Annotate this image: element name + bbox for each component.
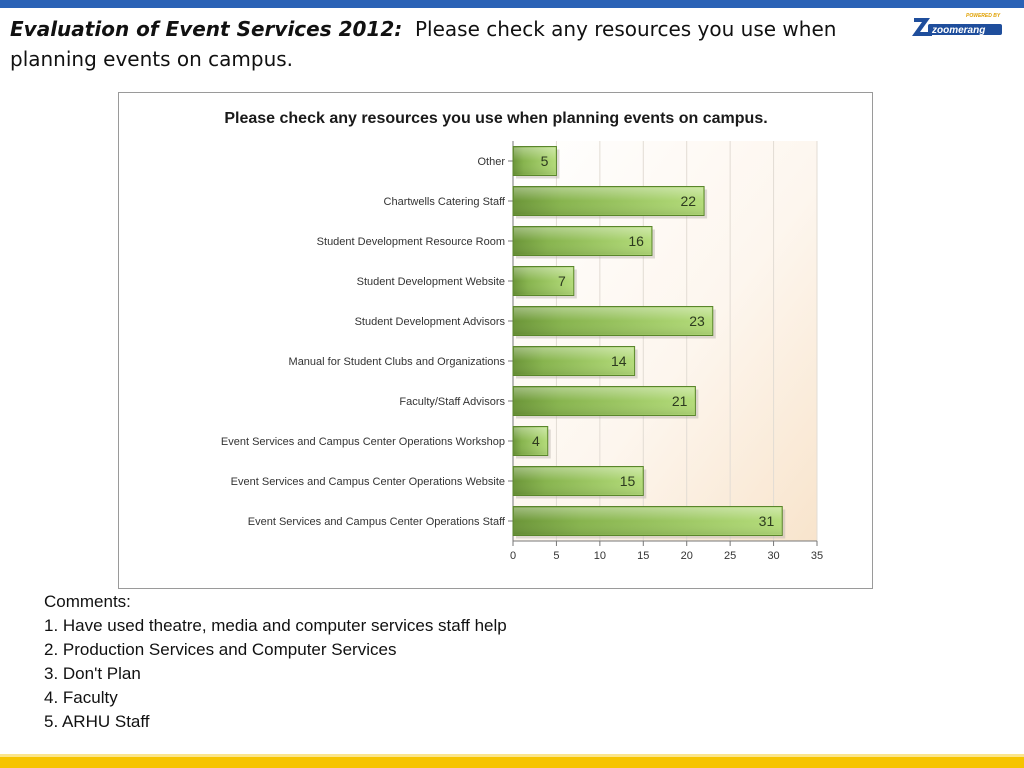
bar-highlight [514,267,573,295]
bar-highlight [514,427,547,455]
chart-panel: Please check any resources you use when … [118,92,873,589]
x-tick-label: 30 [767,550,779,562]
category-label: Student Development Advisors [355,316,506,328]
logo-text: zoomerang [931,25,985,36]
category-label: Manual for Student Clubs and Organizatio… [289,356,506,368]
bar-highlight [514,187,704,215]
slide-title: Evaluation of Event Services 2012: Pleas… [10,14,870,74]
x-tick-label: 35 [811,550,823,562]
bar-highlight [514,467,643,495]
category-label: Event Services and Campus Center Operati… [221,436,505,448]
bar-chart: Please check any resources you use when … [221,110,823,562]
bar-value-label: 4 [532,433,540,449]
slide-title-rest: Please check any resources you use when … [10,17,837,71]
comment-item-5: 5. ARHU Staff [44,712,150,731]
top-accent-bar [0,0,1024,8]
logo-z-icon [912,18,932,36]
bar-value-label: 15 [620,473,636,489]
comments-heading: Comments: [44,592,131,611]
bar-highlight [514,387,695,415]
comment-item-1: 1. Have used theatre, media and computer… [44,616,507,635]
x-tick-label: 10 [594,550,606,562]
category-label: Chartwells Catering Staff [384,196,506,208]
slide-title-bold: Evaluation of Event Services 2012: [10,17,403,41]
bottom-accent-bar [0,757,1024,768]
category-label: Student Development Website [357,276,505,288]
bar-value-label: 14 [611,353,627,369]
category-label: Event Services and Campus Center Operati… [248,516,506,528]
comment-item-2: 2. Production Services and Computer Serv… [44,640,397,659]
bar-value-label: 31 [759,513,775,529]
bar-highlight [514,307,712,335]
logo-tag: POWERED BY [966,13,1001,19]
x-tick-label: 0 [510,550,516,562]
bar-value-label: 7 [558,273,566,289]
category-label: Faculty/Staff Advisors [399,396,505,408]
comments-section: Comments: 1. Have used theatre, media an… [44,590,507,734]
zoomerang-logo: POWERED BY zoomerang [912,13,1002,36]
x-tick-label: 15 [637,550,649,562]
bottom-accent-line [0,754,1024,757]
category-label: Event Services and Campus Center Operati… [231,476,505,488]
bar-value-label: 5 [541,153,549,169]
bar-highlight [514,227,651,255]
x-tick-label: 5 [553,550,559,562]
chart-title: Please check any resources you use when … [224,110,767,127]
x-tick-label: 25 [724,550,736,562]
bar-value-label: 21 [672,393,688,409]
category-label: Other [477,156,505,168]
bar-value-label: 22 [681,193,697,209]
comment-item-3: 3. Don't Plan [44,664,141,683]
bar-highlight [514,347,634,375]
bar-value-label: 16 [628,233,644,249]
bar-highlight [514,147,556,175]
bar-highlight [514,507,782,535]
x-tick-label: 20 [681,550,693,562]
category-label: Student Development Resource Room [317,236,505,248]
bar-value-label: 23 [689,313,705,329]
comment-item-4: 4. Faculty [44,688,118,707]
